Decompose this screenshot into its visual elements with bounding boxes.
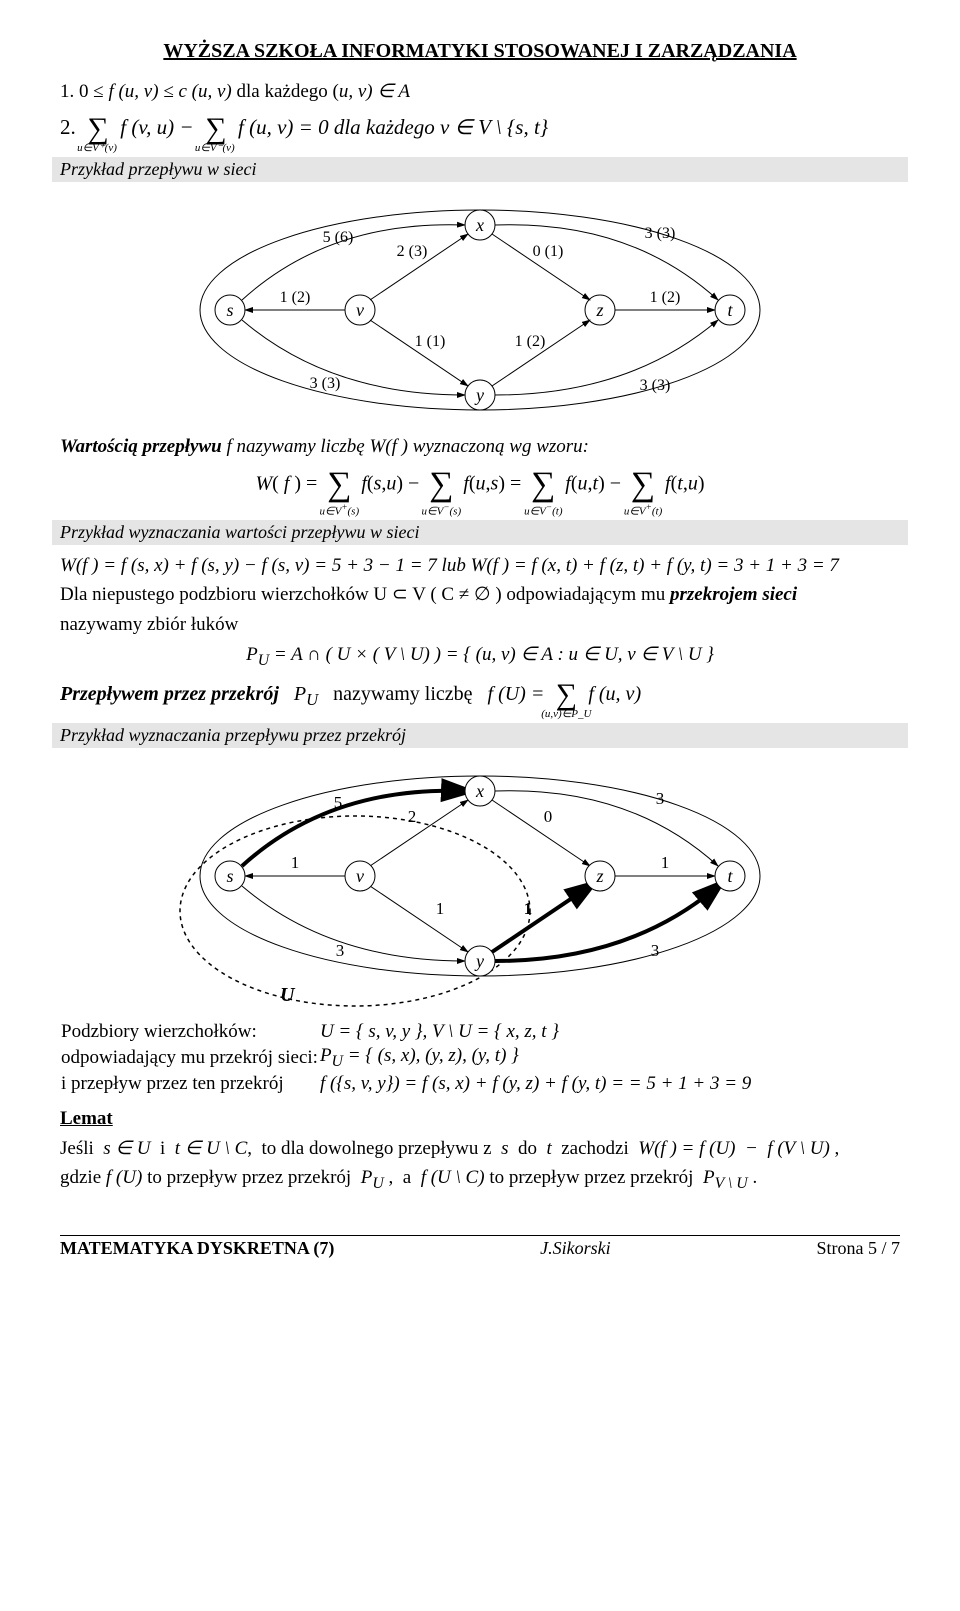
footer-mid: J.Sikorski [540,1238,610,1259]
page-header: WYŻSZA SZKOŁA INFORMATYKI STOSOWANEJ I Z… [60,40,900,63]
svg-text:x: x [475,215,484,235]
page-footer: MATEMATYKA DYSKRETNA (7) J.Sikorski Stro… [60,1235,900,1259]
subsets-table: Podzbiory wierzchołków: U = { s, v, y },… [60,1020,752,1096]
cond2-lead: 2. [60,115,81,139]
wartosc-rest: f nazywamy liczbę W(f ) wyznaczoną wg wz… [222,436,589,457]
svg-text:2: 2 [408,807,417,826]
cond2-d: f (u, v) = 0 dla każdego v ∈ V \ {s, t} [238,115,548,139]
footer-right: Strona 5 / 7 [816,1238,900,1259]
cond1-d: u, v) ∈ A [339,81,410,102]
svg-text:3 (3): 3 (3) [640,377,671,394]
svg-text:v: v [356,300,364,320]
cond2-c: f (v, u) − [120,115,199,139]
przekroj-para: Dla niepustego podzbioru wierzchołków U … [60,582,900,608]
przekroj-para2: nazywamy zbiór łuków [60,612,900,638]
cond1-c: dla każdego ( [232,81,339,102]
przeplywem-body: f (u, v) [588,683,641,705]
przekroj-a: Dla niepustego podzbioru wierzchołków U … [60,584,670,605]
svg-text:3: 3 [656,789,665,808]
przeplywem-sigma-lo: (u,v)∈P_U [533,707,599,722]
footer-left: MATEMATYKA DYSKRETNA (7) [60,1238,334,1259]
svg-text:0 (1): 0 (1) [533,243,564,260]
example-flow-band: Przykład przepływu w sieci [52,157,908,182]
cond1-b: f (u, v) ≤ c (u, v) [108,81,231,102]
svg-text:s: s [226,866,233,886]
svg-text:1: 1 [436,899,445,918]
svg-text:1: 1 [524,899,533,918]
wf-formula: W( f ) = ∑ u∈V+(s) f(s,u) − ∑ u∈V−(s) f(… [60,466,900,512]
svg-text:z: z [595,300,603,320]
lemat-heading-wrap: Lemat [60,1106,900,1132]
flow-graph-1: s v x y z t 1 (2) 5 (6) 3 (3) 2 (3) 1 (1… [160,190,800,430]
svg-text:0: 0 [544,807,553,826]
svg-text:3 (3): 3 (3) [310,375,341,392]
iprz-label: i przepływ przez ten przekrój [60,1072,319,1096]
example-value-band: Przykład wyznaczania wartości przepływu … [52,520,908,545]
svg-text:1: 1 [661,853,670,872]
podz-val: U = { s, v, y }, V \ U = { x, z, t } [319,1020,752,1044]
svg-text:x: x [475,781,484,801]
svg-text:3 (3): 3 (3) [645,225,676,242]
cond-1: 1. 0 ≤ f (u, v) ≤ c (u, v) dla każdego (… [60,79,900,105]
wf-calc: W(f ) = f (s, x) + f (s, y) − f (s, v) =… [60,553,900,579]
svg-text:U: U [280,984,296,1006]
svg-text:1 (2): 1 (2) [650,289,681,306]
svg-text:5: 5 [334,793,343,812]
sigma-1-lo: u∈V⁺(v) [67,141,127,156]
svg-text:y: y [474,385,484,405]
svg-text:5 (6): 5 (6) [323,229,354,246]
svg-text:3: 3 [651,941,660,960]
svg-text:1 (1): 1 (1) [415,333,446,350]
svg-text:1: 1 [291,853,300,872]
cond-2: 2. ∑ u∈V⁺(v) f (v, u) − ∑ u∈V⁻(v) f (u, … [60,109,900,150]
sigma-2-lo: u∈V⁻(v) [185,141,245,156]
svg-text:3: 3 [336,941,345,960]
pu-def: PU = A ∩ ( U × ( V \ U) ) = { (u, v) ∈ A… [60,642,900,671]
svg-text:y: y [474,951,484,971]
odpo-val: PU = { (s, x), (y, z), (y, t) } [319,1044,752,1072]
svg-text:2 (3): 2 (3) [397,243,428,260]
iprz-val: f ({s, v, y}) = f (s, x) + f (y, z) + f … [319,1072,752,1096]
svg-text:s: s [226,300,233,320]
svg-text:z: z [595,866,603,886]
flow-graph-2: U 1 3 2 1 0 3 1 5 1 3 s v x y z t [160,756,800,1016]
svg-text:1 (2): 1 (2) [280,289,311,306]
example-cut-band: Przykład wyznaczania przepływu przez prz… [52,723,908,748]
svg-text:1 (2): 1 (2) [515,333,546,350]
przeplywem-bold: Przepływem przez przekrój [60,683,279,705]
odpo-label: odpowiadający mu przekrój sieci: [60,1044,319,1072]
wartosc-text: Wartością przepływu f nazywamy liczbę W(… [60,434,900,460]
lemat-body-2: gdzie f (U) to przepływ przez przekrój P… [60,1165,900,1194]
wartosc-bold: Wartością przepływu [60,436,222,457]
cond1-a: 1. 0 ≤ [60,81,108,102]
przekroj-b: przekrojem sieci [670,584,797,605]
lemat-body-1: Jeśli s ∈ U i t ∈ U \ C, to dla dowolneg… [60,1136,900,1162]
podz-label: Podzbiory wierzchołków: [60,1020,319,1044]
lemat-heading: Lemat [60,1108,113,1129]
przeplywem-line: Przepływem przez przekrój PU nazywamy li… [60,675,900,716]
svg-text:v: v [356,866,364,886]
